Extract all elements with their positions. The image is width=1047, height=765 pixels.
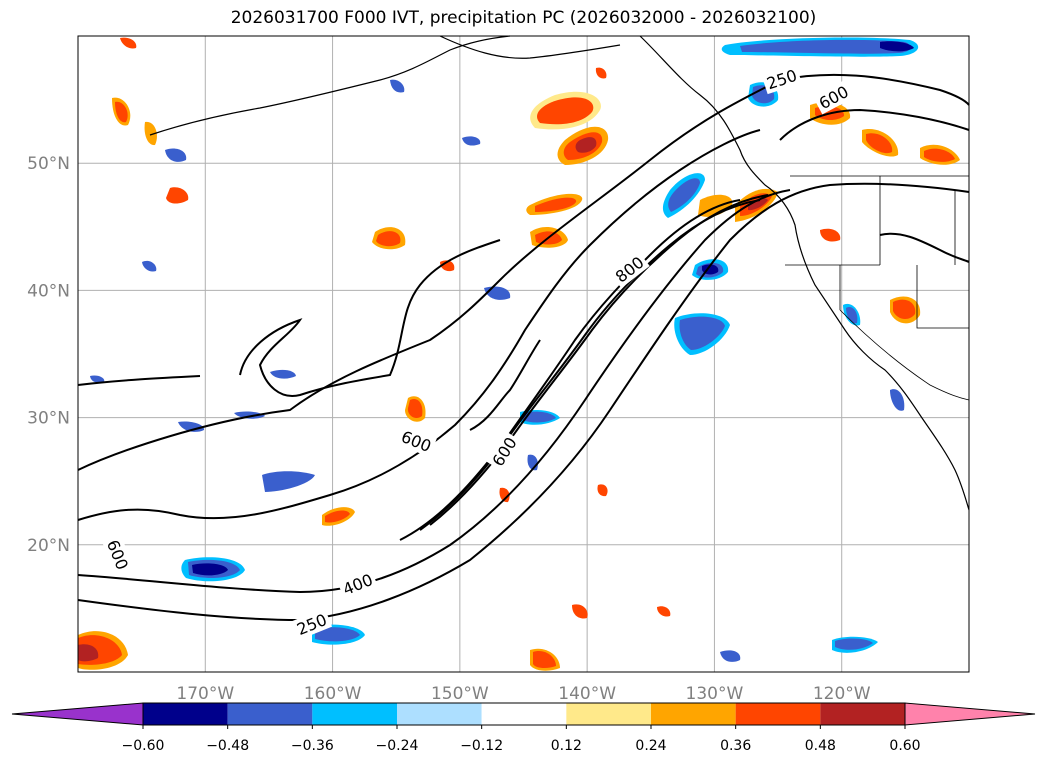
colorbar-extend-high <box>904 702 1036 726</box>
positive-anomaly-patch <box>890 296 921 324</box>
colorbar-segment <box>227 703 313 725</box>
colorbar-tick-label: −0.48 <box>206 738 249 754</box>
colorbar-tick-label: −0.12 <box>460 738 503 754</box>
ivt-contour-400 <box>77 189 791 594</box>
ivt-contour-600 <box>779 108 970 141</box>
negative-anomaly-patch <box>181 557 245 582</box>
longitude-tick-label: 140°W <box>558 684 616 704</box>
colorbar-tick-label: −0.24 <box>376 738 419 754</box>
positive-anomaly-patch <box>557 126 609 165</box>
colorbar-segment <box>481 703 567 725</box>
colorbar-segment <box>143 703 228 725</box>
longitude-tick-label: 160°W <box>304 684 362 704</box>
colorbar-tick-label: −0.36 <box>291 738 334 754</box>
ivt-contours <box>77 73 970 622</box>
colorbar-tick-label: −0.60 <box>122 738 165 754</box>
ivt-contour-600 <box>77 129 761 521</box>
state-borders <box>785 175 970 401</box>
contour-label: 600 <box>395 425 437 458</box>
coastlines <box>149 35 970 511</box>
colorbar-tick-label: 0.12 <box>551 738 582 754</box>
latitude-tick-label: 40°N <box>27 281 70 301</box>
ivt-contour-600 <box>469 339 541 431</box>
north-america-coastline <box>639 35 970 511</box>
map-frame <box>77 35 970 673</box>
latitude-tick-label: 20°N <box>27 536 70 556</box>
ivt-contour-600 <box>239 239 501 397</box>
colorbar-segment <box>397 703 482 725</box>
colorbar-tick-label: 0.60 <box>889 738 920 754</box>
negative-anomaly-patch <box>662 173 705 218</box>
colorbar-segment <box>820 703 905 725</box>
colorbar: −0.60 −0.48 −0.36 −0.24 −0.12 0.12 0.24 0.36 0.4… <box>11 702 1036 754</box>
colorbar-segment <box>312 703 397 725</box>
colorbar-tick-label: 0.24 <box>635 738 666 754</box>
map-title: 2026031700 F000 IVT, precipitation PC (2… <box>230 8 817 28</box>
colorbar-segment <box>651 703 736 725</box>
latitude-tick-label: 50°N <box>27 154 70 174</box>
longitude-tick-label: 130°W <box>686 684 744 704</box>
negative-anomaly-patch <box>692 259 729 280</box>
latitude-tick-label: 30°N <box>27 409 70 429</box>
axis-ticks: 170°W 160°W 150°W 140°W 130°W 120°W 50°N 40°N 30… <box>27 154 871 704</box>
alaska-peninsula <box>439 35 621 59</box>
negative-anomaly-patch <box>674 313 730 355</box>
ivt-contour-600 <box>879 232 970 263</box>
ivt-contour-250 <box>77 73 970 471</box>
positive-anomaly-patch <box>530 91 601 130</box>
precipitation-shading <box>78 37 960 671</box>
positive-anomaly-patch <box>526 193 583 215</box>
ivt-contour-600 <box>399 199 741 541</box>
colorbar-outline <box>142 702 906 726</box>
longitude-tick-label: 120°W <box>813 684 871 704</box>
negative-anomaly-patch <box>721 37 919 57</box>
longitude-tick-label: 170°W <box>176 684 234 704</box>
colorbar-extend-low <box>11 702 144 726</box>
aleutian-islands <box>149 35 511 136</box>
colorbar-tick-label: 0.48 <box>805 738 836 754</box>
colorbar-segment <box>566 703 651 725</box>
longitude-tick-label: 150°W <box>431 684 489 704</box>
colorbar-segment <box>735 703 821 725</box>
ivt-contour-250 <box>77 375 201 386</box>
colorbar-tick-label: 0.36 <box>720 738 751 754</box>
positive-anomaly-patch <box>78 631 128 670</box>
positive-anomaly-patch <box>112 37 841 671</box>
